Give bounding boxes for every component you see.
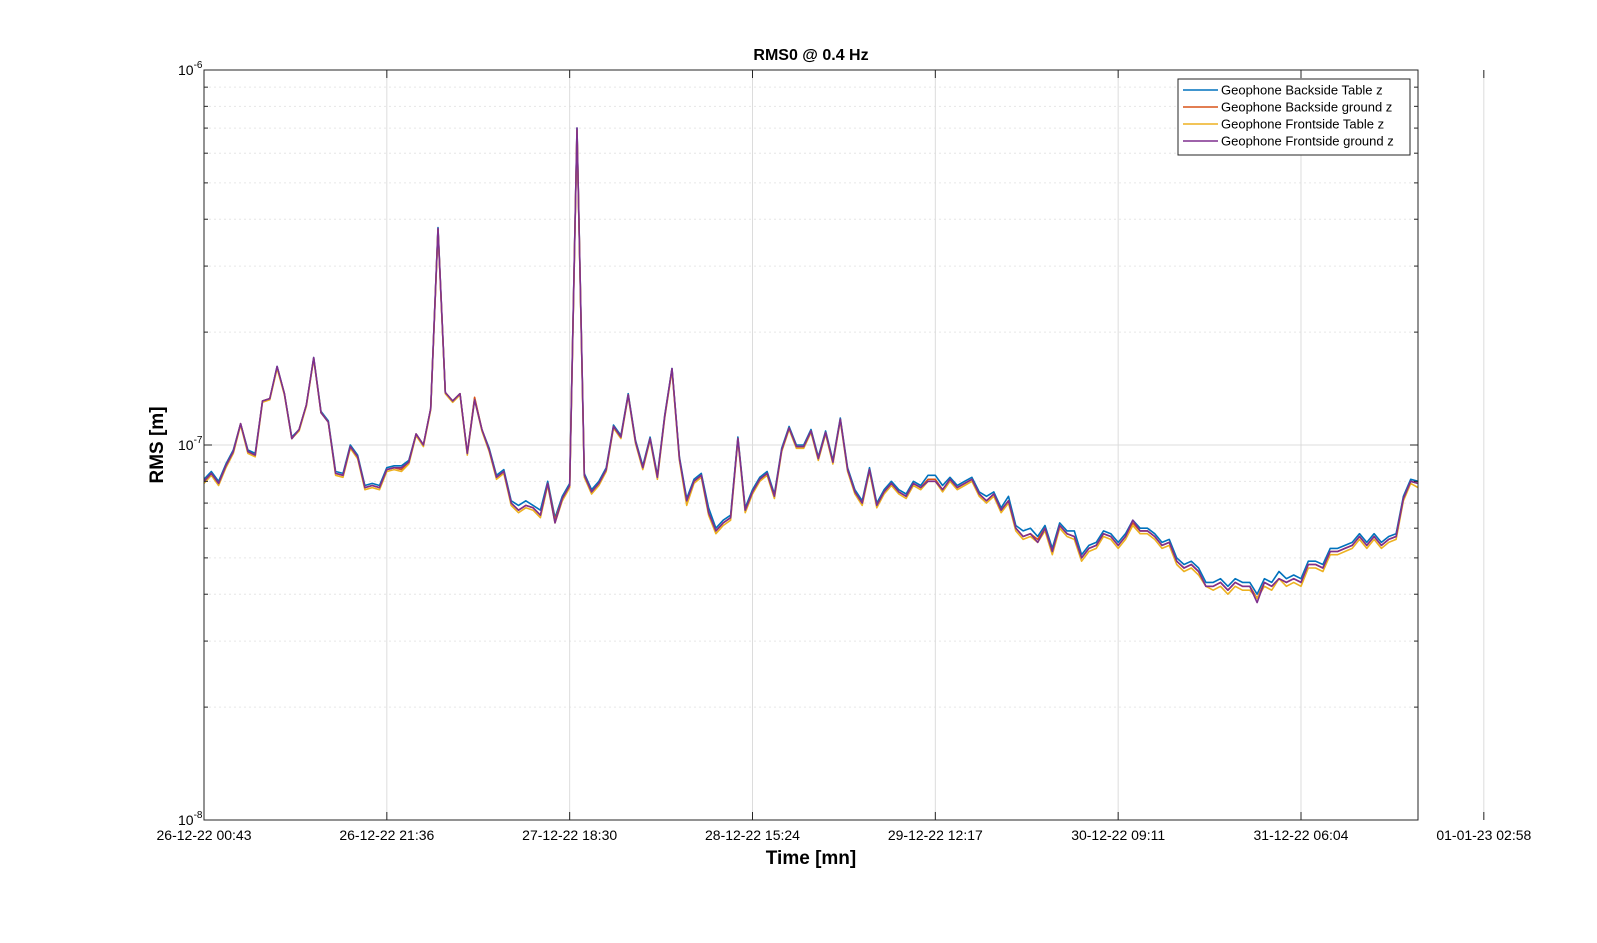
series-line-4 [203, 127, 1419, 604]
legend-entry-1: Geophone Backside Table z [1221, 83, 1383, 98]
chart-title: RMS0 @ 0.4 Hz [753, 47, 868, 64]
legend-entry-4: Geophone Frontside ground z [1221, 134, 1394, 149]
legend-entry-3: Geophone Frontside Table z [1221, 117, 1384, 132]
legend-entry-2: Geophone Backside ground z [1221, 100, 1392, 115]
axis-ticks: 10-8 10-7 10-6 26-12-22 00:43 26-12-22 21:36… [157, 60, 1532, 843]
series-lines [203, 127, 1419, 604]
x-axis-label: Time [mn] [766, 848, 856, 869]
x-tick-label: 01-01-23 02:58 [1436, 827, 1531, 843]
legend: Geophone Backside Table z Geophone Backsi… [1177, 78, 1411, 156]
y-tick-label: 10-8 [178, 810, 203, 828]
x-tick-label: 29-12-22 12:17 [888, 827, 983, 843]
legend-box [1177, 78, 1411, 156]
series-line-1 [203, 127, 1419, 596]
x-tick-label: 26-12-22 00:43 [157, 827, 252, 843]
y-axis-label: RMS [m] [147, 406, 168, 483]
y-tick-label: 10-7 [178, 435, 203, 453]
x-tick-label: 30-12-22 09:11 [1071, 827, 1165, 843]
y-tick-label: 10-6 [178, 60, 203, 78]
x-tick-label: 27-12-22 18:30 [522, 827, 617, 843]
x-tick-label: 31-12-22 06:04 [1254, 827, 1349, 843]
x-tick-label: 26-12-22 21:36 [339, 827, 434, 843]
x-tick-label: 28-12-22 15:24 [705, 827, 800, 843]
